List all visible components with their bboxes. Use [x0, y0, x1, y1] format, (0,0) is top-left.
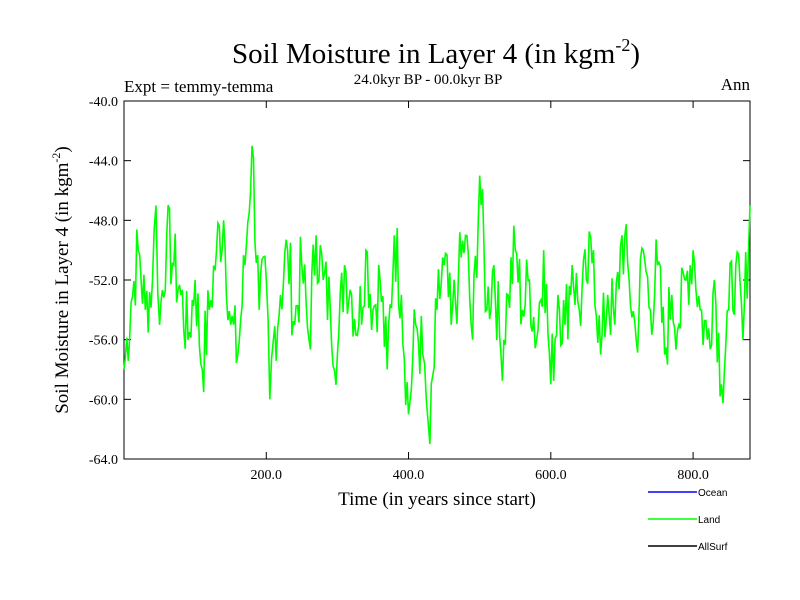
x-tick-label: 200.0	[251, 468, 283, 483]
x-tick-label: 800.0	[677, 468, 709, 483]
y-tick-label: -52.0	[89, 274, 118, 289]
plot-frame	[123, 100, 751, 460]
y-tick-label: -64.0	[89, 453, 118, 468]
y-tick-label: -44.0	[89, 155, 118, 170]
legend-land-label: Land	[698, 515, 720, 526]
y-tick-label: -40.0	[89, 95, 118, 110]
x-tick-label: 600.0	[535, 468, 567, 483]
x-tick-label: 400.0	[393, 468, 425, 483]
y-tick-label: -56.0	[89, 334, 118, 349]
y-tick-label: -60.0	[89, 393, 118, 408]
legend-allsurf-label: AllSurf	[698, 542, 728, 553]
legend: Ocean Land AllSurf	[648, 488, 728, 553]
x-axis-label: Time (in years since start)	[338, 489, 536, 510]
y-axis-label: Soil Moisture in Layer 4 (in kgm-2)	[49, 146, 73, 414]
legend-ocean-label: Ocean	[698, 488, 727, 499]
chart-subtitle: 24.0kyr BP - 00.0kyr BP	[354, 72, 503, 88]
season-label: Ann	[721, 75, 751, 94]
y-tick-label: -48.0	[89, 214, 118, 229]
x-axis: 200.0 400.0 600.0 800.0	[251, 101, 709, 483]
expt-label: Expt = temmy-temma	[124, 77, 274, 96]
series-land-line	[123, 145, 751, 445]
y-axis: -40.0 -44.0 -48.0 -52.0 -56.0 -60.0 -64.0	[89, 95, 750, 468]
chart-title: Soil Moisture in Layer 4 (in kgm-2)	[232, 35, 640, 70]
